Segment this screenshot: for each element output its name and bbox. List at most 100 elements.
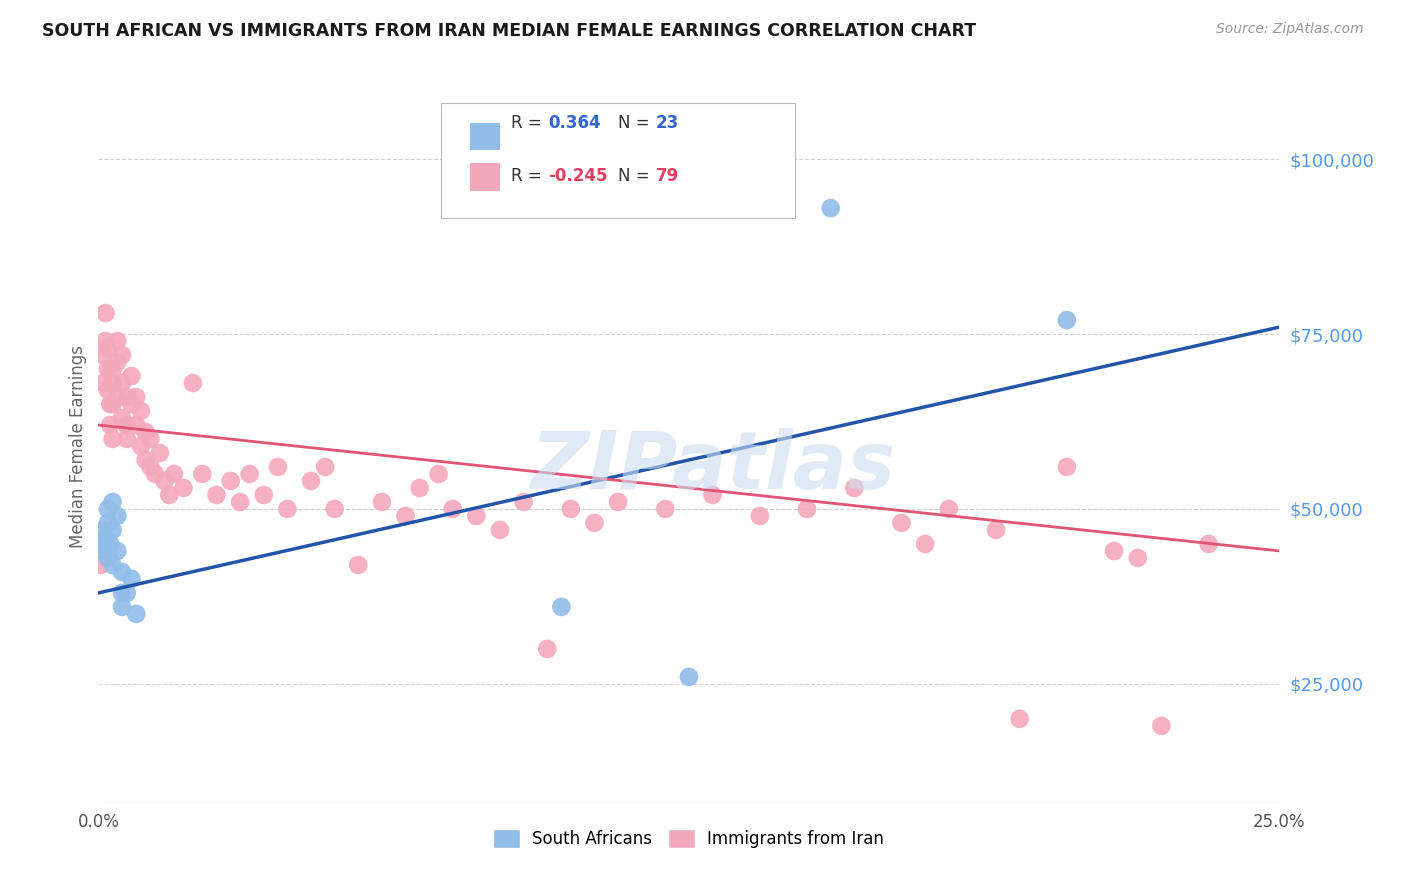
Point: [111, 586, 134, 600]
Point: [91, 523, 114, 537]
Point: [97, 362, 120, 376]
Point: [323, 502, 346, 516]
Point: [115, 417, 138, 432]
Point: [702, 488, 724, 502]
Text: 23: 23: [655, 114, 679, 132]
Point: [239, 467, 262, 481]
Point: [90, 537, 112, 551]
Point: [111, 599, 134, 614]
Point: [101, 523, 124, 537]
Point: [408, 481, 430, 495]
Point: [98, 537, 121, 551]
Text: N =: N =: [619, 168, 655, 186]
Point: [371, 495, 394, 509]
Point: [125, 417, 148, 432]
Point: [97, 383, 120, 397]
FancyBboxPatch shape: [441, 103, 796, 218]
Point: [153, 474, 176, 488]
Point: [101, 558, 124, 572]
Point: [125, 607, 148, 621]
Point: [347, 558, 370, 572]
Text: SOUTH AFRICAN VS IMMIGRANTS FROM IRAN MEDIAN FEMALE EARNINGS CORRELATION CHART: SOUTH AFRICAN VS IMMIGRANTS FROM IRAN ME…: [42, 22, 976, 40]
Point: [94, 334, 117, 348]
Point: [938, 502, 960, 516]
Point: [101, 495, 124, 509]
Point: [97, 341, 120, 355]
Point: [97, 502, 120, 516]
Point: [172, 481, 194, 495]
Point: [94, 530, 117, 544]
Point: [1056, 460, 1078, 475]
Point: [101, 362, 124, 376]
Point: [654, 502, 676, 516]
Point: [91, 348, 114, 362]
Bar: [471, 123, 501, 150]
Text: 0.364: 0.364: [548, 114, 600, 132]
Point: [489, 523, 512, 537]
Point: [583, 516, 606, 530]
Point: [267, 460, 290, 475]
Point: [299, 474, 322, 488]
Point: [111, 376, 134, 390]
Text: -0.245: -0.245: [548, 168, 607, 186]
Y-axis label: Median Female Earnings: Median Female Earnings: [69, 344, 87, 548]
Point: [111, 411, 134, 425]
Point: [139, 460, 162, 475]
Point: [135, 453, 157, 467]
Point: [121, 369, 143, 384]
Point: [111, 348, 134, 362]
Point: [890, 516, 912, 530]
Point: [394, 508, 416, 523]
Point: [121, 572, 143, 586]
Point: [115, 586, 138, 600]
Point: [607, 495, 630, 509]
Point: [97, 550, 120, 565]
Point: [101, 432, 124, 446]
Point: [465, 508, 488, 523]
Point: [205, 488, 228, 502]
Point: [91, 376, 114, 390]
Point: [191, 467, 214, 481]
Text: R =: R =: [510, 114, 547, 132]
Point: [157, 488, 180, 502]
Point: [121, 397, 143, 411]
Point: [1008, 712, 1031, 726]
Point: [560, 502, 582, 516]
Point: [1056, 313, 1078, 327]
Point: [427, 467, 450, 481]
Point: [550, 599, 572, 614]
Point: [253, 488, 276, 502]
Point: [984, 523, 1007, 537]
Point: [149, 446, 172, 460]
Point: [1126, 550, 1149, 565]
Point: [441, 502, 464, 516]
Point: [98, 397, 121, 411]
Text: ZIPatlas: ZIPatlas: [530, 428, 896, 507]
Point: [143, 467, 166, 481]
Point: [115, 432, 138, 446]
Point: [796, 502, 818, 516]
Point: [844, 481, 866, 495]
Point: [512, 495, 534, 509]
Point: [97, 516, 120, 530]
Point: [820, 201, 842, 215]
Bar: [471, 163, 501, 191]
Point: [90, 558, 112, 572]
Point: [314, 460, 336, 475]
Point: [91, 544, 114, 558]
Text: Source: ZipAtlas.com: Source: ZipAtlas.com: [1216, 22, 1364, 37]
Point: [135, 425, 157, 439]
Point: [125, 390, 148, 404]
Point: [105, 508, 128, 523]
Point: [276, 502, 298, 516]
Point: [105, 334, 128, 348]
Point: [129, 439, 152, 453]
Point: [181, 376, 204, 390]
Point: [1198, 537, 1220, 551]
Point: [105, 544, 128, 558]
Point: [1102, 544, 1125, 558]
Text: N =: N =: [619, 114, 655, 132]
Point: [115, 390, 138, 404]
Point: [536, 641, 558, 656]
Point: [98, 417, 121, 432]
